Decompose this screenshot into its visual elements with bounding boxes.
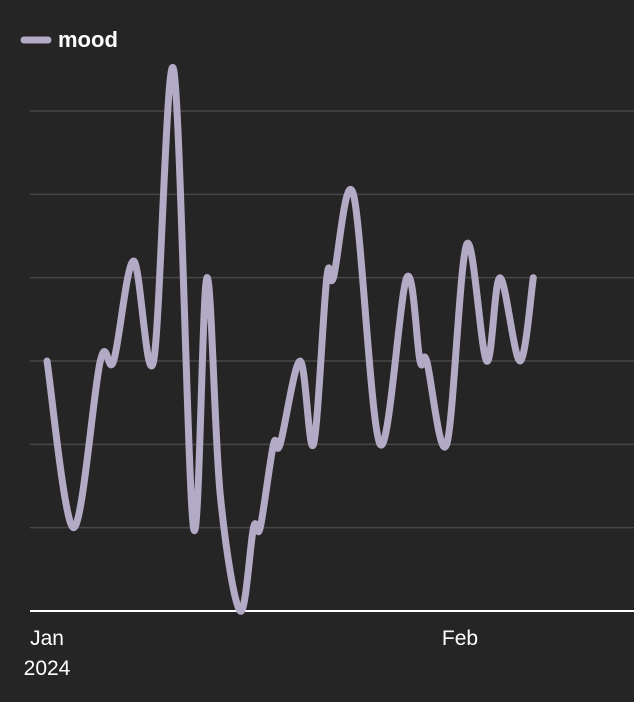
x-tick-labels: Jan 2024 Feb xyxy=(24,627,478,680)
x-tick-label-jan: Jan xyxy=(30,627,64,650)
x-tick-sublabel-2024: 2024 xyxy=(24,657,71,680)
series-line-mood xyxy=(43,63,537,615)
x-tick-label-feb: Feb xyxy=(442,627,478,650)
legend: mood xyxy=(20,27,118,52)
legend-label-mood: mood xyxy=(58,27,118,52)
